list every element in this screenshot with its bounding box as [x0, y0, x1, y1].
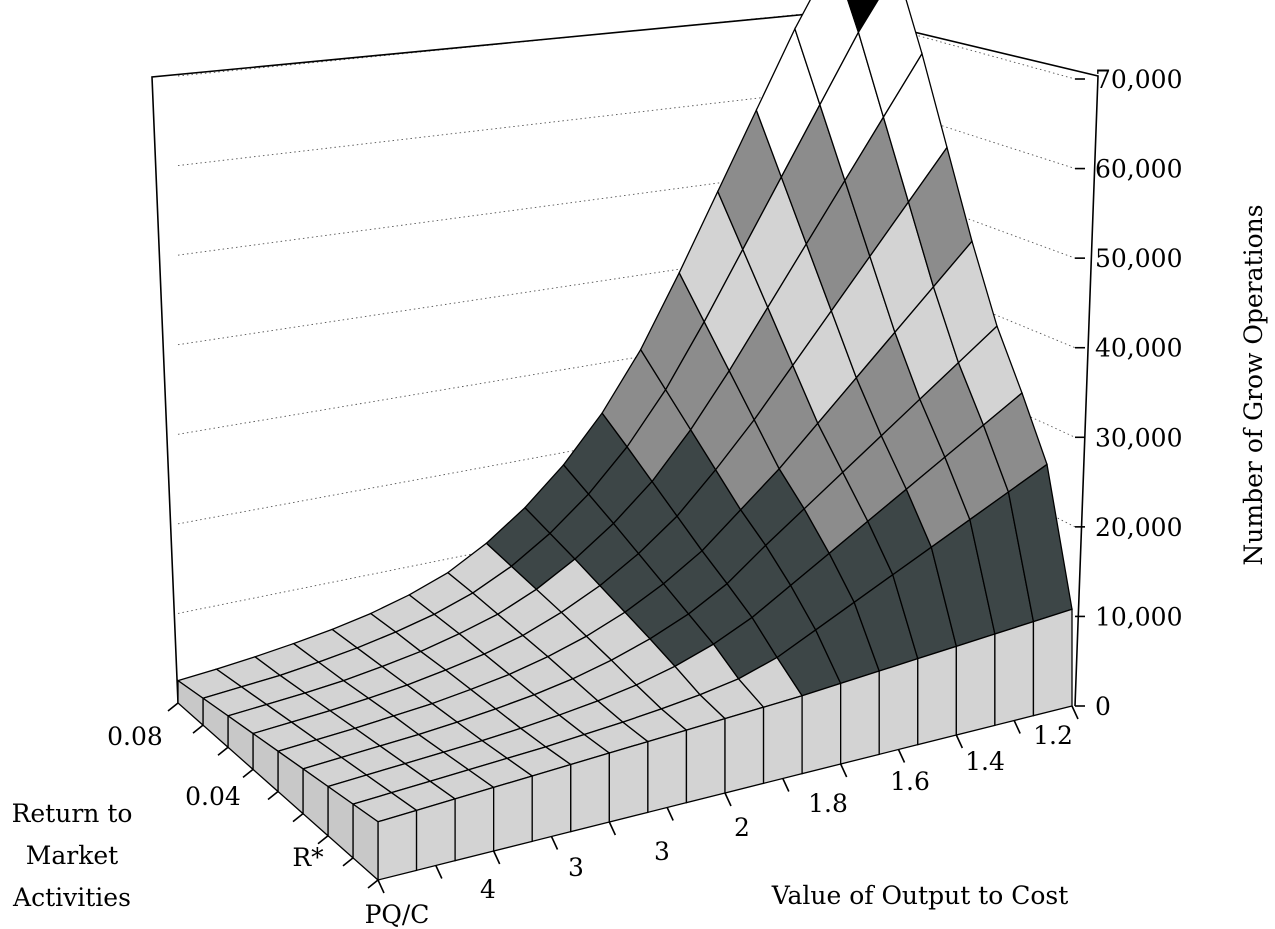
front-skirt-panel	[1032, 608, 1073, 717]
front-skirt-panel	[454, 786, 495, 862]
x-axis-ticks: 4 3 3 2 1.8 1.6 1.4 1.2	[377, 705, 1079, 904]
x-tick-mark	[955, 734, 964, 749]
front-skirt-panel	[801, 682, 842, 775]
x-tick-label: 1.4	[965, 747, 1005, 776]
z-tick-label: 50,000	[1095, 244, 1182, 273]
front-skirt-panel	[647, 729, 688, 814]
x-tick-mark	[782, 778, 790, 792]
x-axis-title: Value of Output to Cost	[771, 881, 1069, 910]
front-skirt-panel	[570, 752, 610, 833]
gridline	[177, 10, 1076, 80]
x-tick-mark	[492, 850, 501, 865]
x-tick-mark	[608, 821, 617, 836]
y-tick-mark	[267, 790, 279, 801]
front-skirt-panel	[685, 717, 726, 804]
front-skirt-panel	[377, 809, 418, 881]
x-tick-mark	[1013, 720, 1021, 734]
front-skirt-panel	[608, 740, 649, 823]
front-skirt-panel	[955, 633, 996, 736]
y-tick-mark	[342, 857, 354, 867]
x-tick-label: 3	[654, 837, 670, 866]
y-tick-mark	[292, 813, 304, 823]
x-tick-label: 1.2	[1033, 721, 1073, 750]
front-skirt-panel	[878, 657, 919, 756]
surface-cell	[847, 0, 879, 34]
z-axis-ticks: 0 10,000 20,000 30,000 40,000 50,000 60,000 70,…	[1075, 65, 1182, 721]
y-axis-title-line-3: Activities	[12, 883, 131, 912]
y-tick-mark	[167, 702, 179, 712]
y-tick-label: 0.04	[185, 782, 241, 811]
y-axis-title-line-2: Market	[26, 841, 118, 870]
y-axis-ticks: 0.08 0.04 R*	[107, 702, 379, 889]
x-tick-mark	[377, 879, 385, 894]
x-tick-mark	[724, 792, 732, 807]
y-tick-mark	[367, 879, 379, 889]
x-tick-label: 1.6	[890, 767, 930, 796]
front-skirt-panel	[531, 763, 572, 843]
y-tick-mark	[242, 768, 254, 778]
y-tick-label: R*	[292, 843, 324, 872]
y-tick-mark	[217, 746, 229, 756]
z-tick-label: 20,000	[1095, 513, 1182, 542]
z-tick-label: 40,000	[1095, 334, 1182, 363]
x-tick-label: 1.8	[808, 789, 848, 818]
y-tick-mark	[192, 724, 204, 734]
surface-mesh	[176, 0, 1073, 882]
front-skirt-panel	[762, 694, 803, 785]
z-tick-label: 60,000	[1095, 155, 1182, 184]
z-tick-label: 0	[1095, 692, 1111, 721]
x-tick-label: 3	[568, 853, 584, 882]
x-tick-mark	[1071, 705, 1079, 720]
front-skirt-panel	[840, 670, 880, 765]
front-skirt-panel	[724, 706, 765, 794]
x-tick-mark	[897, 749, 906, 763]
z-tick-label: 30,000	[1095, 423, 1182, 452]
x-tick-mark	[435, 865, 443, 879]
y-axis-title-line-1: Return to	[12, 799, 133, 828]
x-tick-mark	[839, 763, 848, 778]
front-skirt-panel	[994, 620, 1035, 727]
y-tick-mark	[317, 835, 329, 845]
x-tick-mark	[666, 807, 674, 821]
z-tick-label: 10,000	[1095, 602, 1182, 631]
z-axis-title: Number of Grow Operations	[1239, 204, 1268, 565]
x-tick-label: 4	[480, 875, 496, 904]
x-axis-end-label: PQ/C	[365, 900, 430, 929]
front-skirt-panel	[493, 775, 533, 852]
x-tick-mark	[550, 836, 559, 850]
z-tick-label: 70,000	[1095, 65, 1182, 94]
x-tick-label: 2	[734, 813, 750, 842]
y-tick-label: 0.08	[107, 722, 163, 751]
front-skirt-panel	[415, 797, 456, 872]
front-skirt-panel	[917, 645, 957, 746]
